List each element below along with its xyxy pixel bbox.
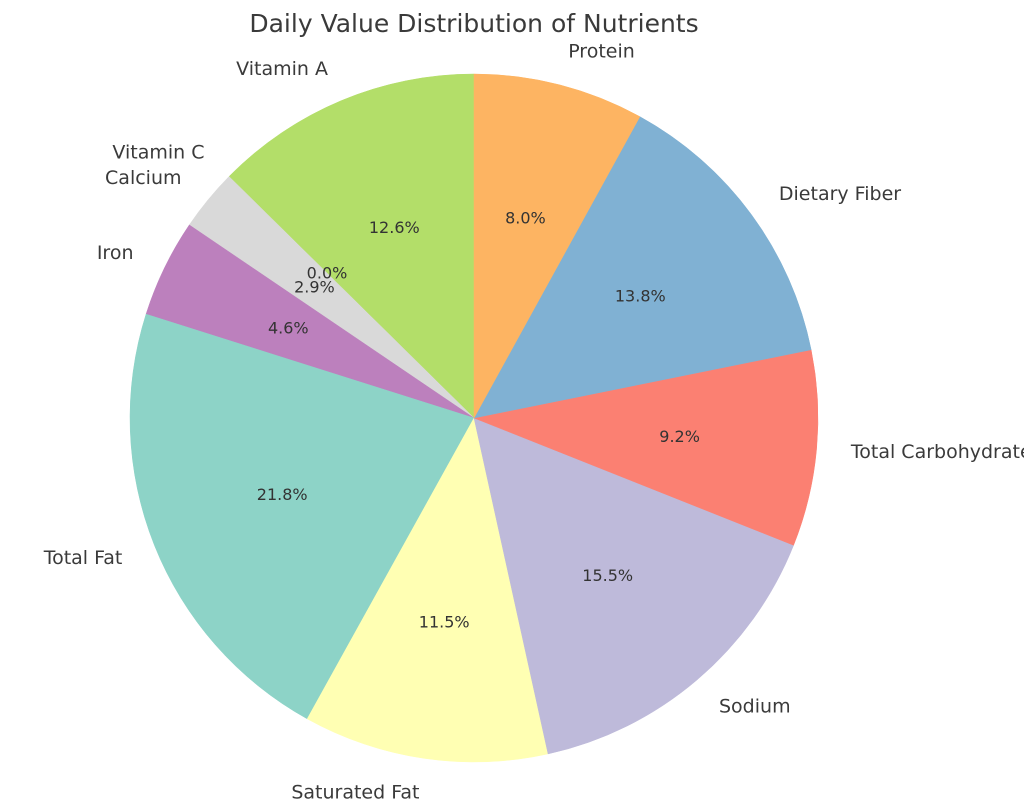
slice-total-carbohydrates: [473, 349, 819, 546]
label-iron: Iron: [97, 242, 134, 264]
label-sodium: Sodium: [719, 695, 791, 717]
slice-total-fat: [129, 313, 475, 720]
pct-label-sodium: 15.5%: [582, 566, 633, 585]
pct-label-total-carbohydrates: 9.2%: [659, 427, 700, 446]
label-dietary-fiber: Dietary Fiber: [779, 183, 901, 205]
pct-label-vitamin-a: 12.6%: [369, 218, 420, 237]
slice-dietary-fiber: [473, 116, 812, 419]
label-vitamin-a: Vitamin A: [236, 58, 328, 80]
pct-label-calcium: 2.9%: [294, 278, 335, 297]
pct-label-saturated-fat: 11.5%: [419, 613, 470, 632]
label-saturated-fat: Saturated Fat: [291, 781, 419, 803]
pie-slices: [129, 73, 819, 763]
label-total-fat: Total Fat: [43, 547, 123, 569]
label-protein: Protein: [568, 41, 635, 63]
pct-label-dietary-fiber: 13.8%: [615, 286, 666, 305]
slice-saturated-fat: [306, 417, 549, 763]
label-calcium: Calcium: [105, 167, 181, 189]
slice-protein: [473, 73, 641, 419]
slice-sodium: [473, 417, 794, 755]
pct-label-vitamin-c: 0.0%: [307, 264, 348, 283]
pct-label-iron: 4.6%: [268, 319, 309, 338]
pie-percent-labels: 12.6% 0.0%2.9% 4.6% 21.8% 11.5% 15.5% 9.2% 13.8…: [257, 209, 700, 632]
label-vitamin-c: Vitamin C: [112, 141, 204, 163]
slice-vitamin-a: [228, 73, 475, 419]
chart-title: Daily Value Distribution of Nutrients: [249, 9, 698, 38]
pct-label-total-fat: 21.8%: [257, 485, 308, 504]
pct-label-protein: 8.0%: [505, 209, 546, 228]
pie-category-labels: Vitamin A Vitamin C Calcium Iron Total Fat Sa…: [43, 41, 1024, 804]
label-total-carbohydrates: Total Carbohydrates: [850, 441, 1024, 463]
